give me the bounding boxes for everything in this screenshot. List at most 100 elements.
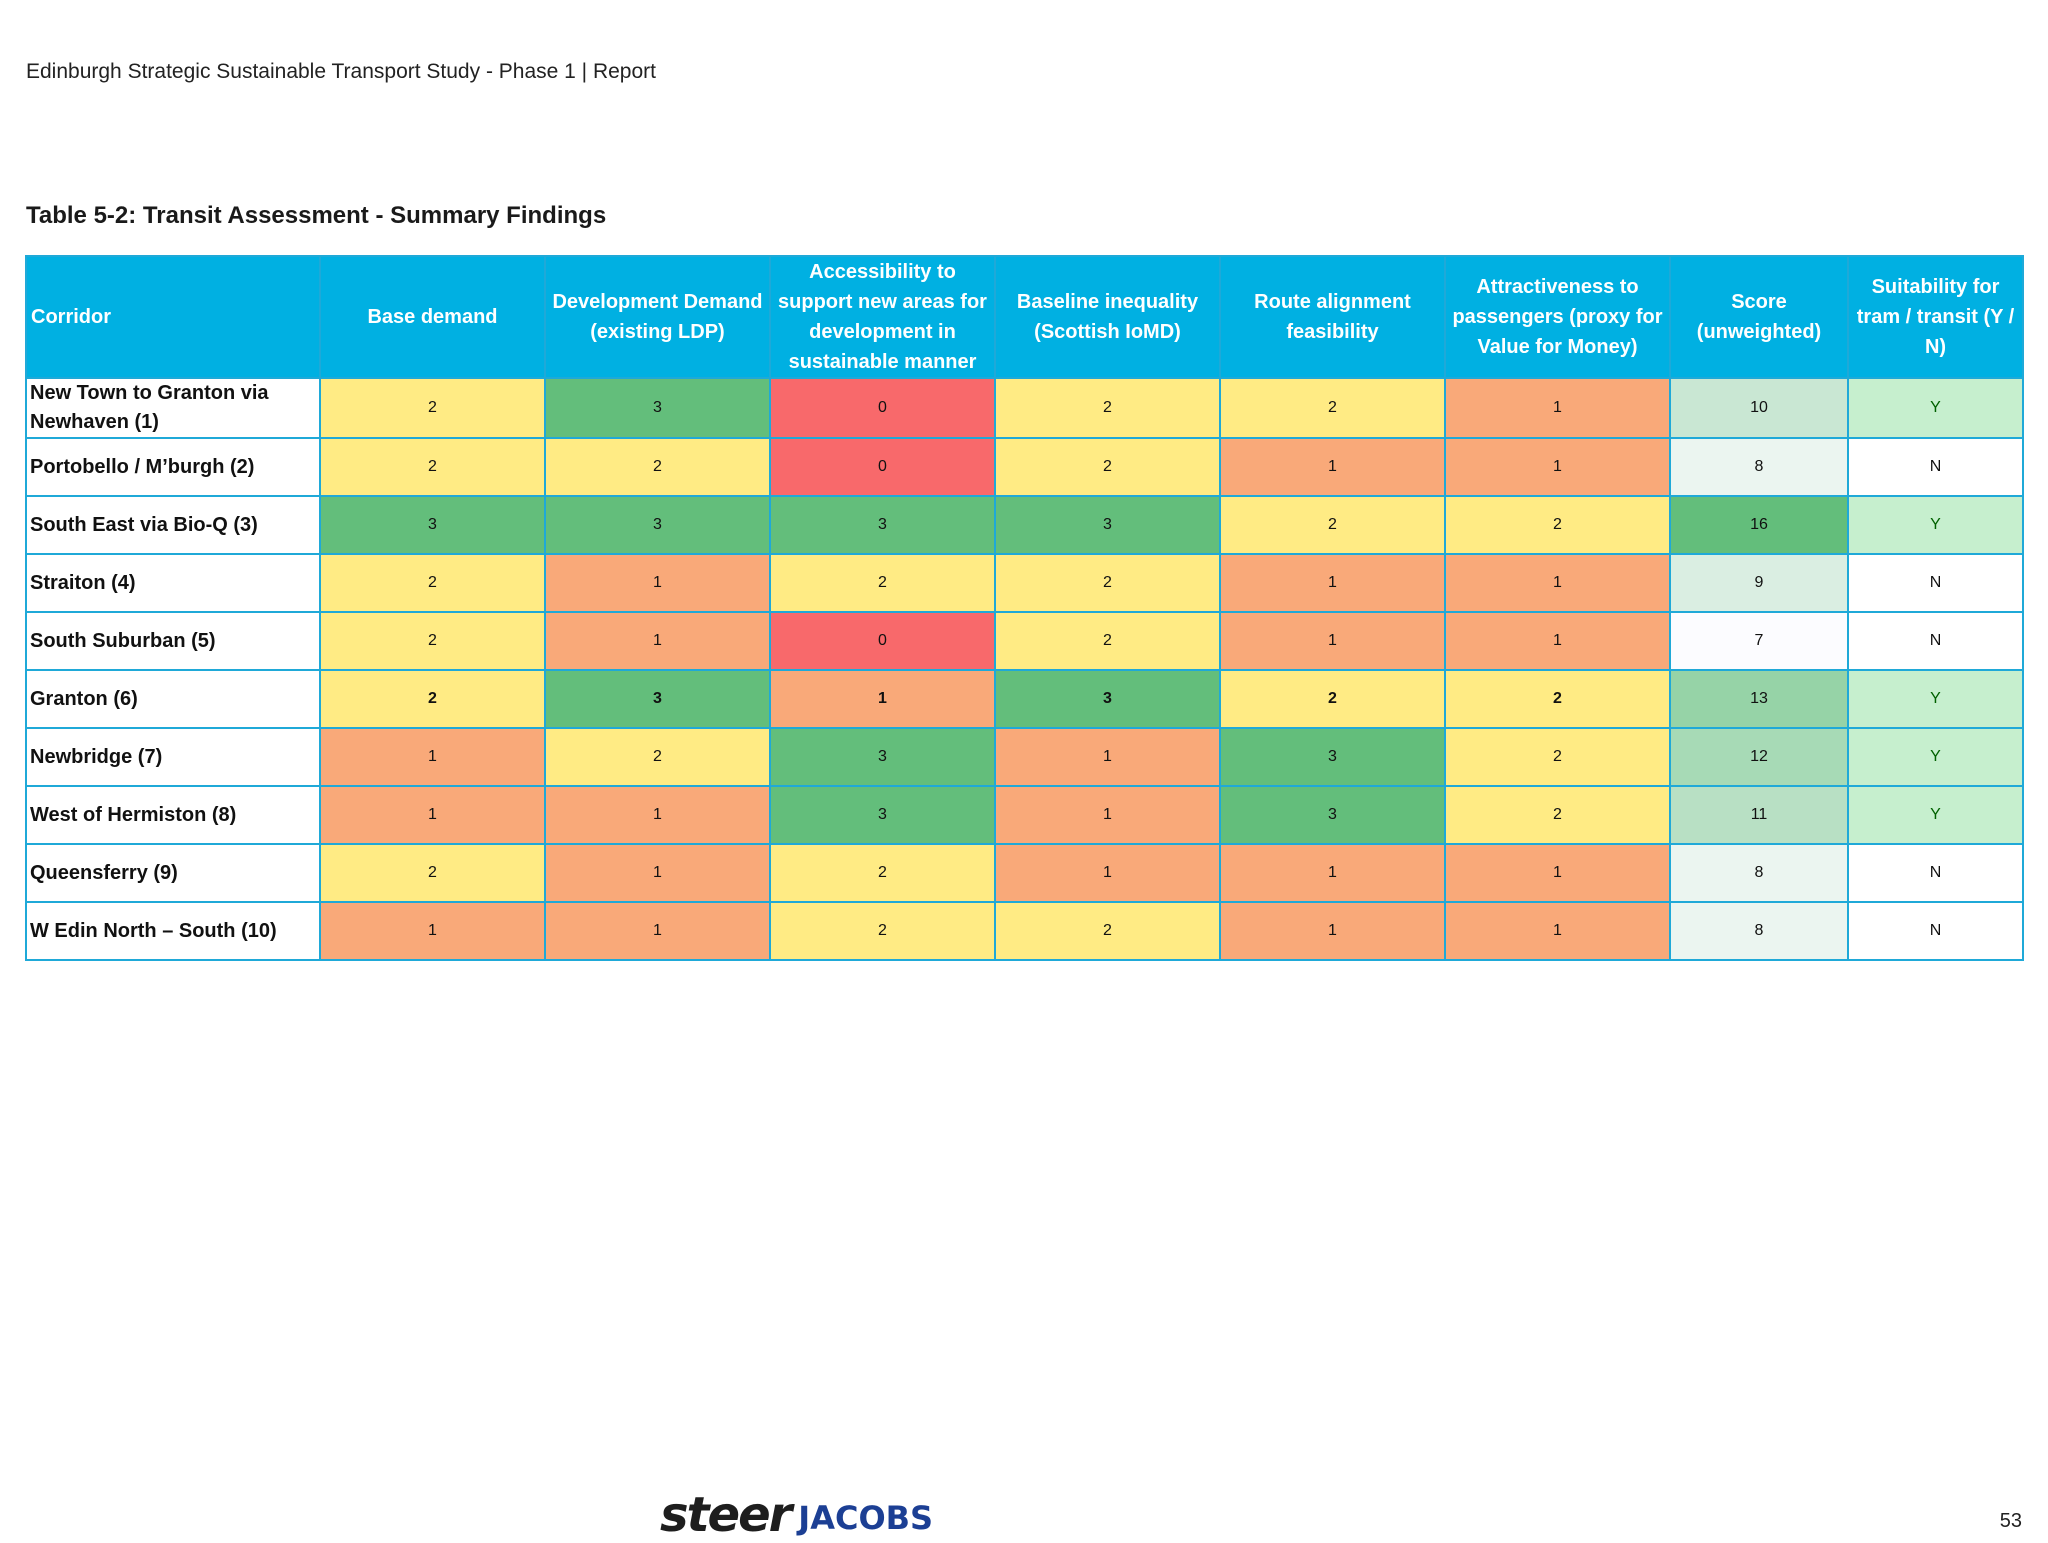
corridor-cell: South East via Bio-Q (3) xyxy=(25,495,321,555)
suitability-cell: Y xyxy=(1847,377,2024,439)
table-row: Granton (6) 2 3 1 3 2 2 13 Y xyxy=(25,669,2024,729)
rating-cell: 3 xyxy=(544,377,771,439)
rating-cell: 1 xyxy=(544,611,771,671)
rating-cell: 2 xyxy=(319,669,546,729)
rating-cell: 3 xyxy=(319,495,546,555)
table-row: Portobello / M’burgh (2) 2 2 0 2 1 1 8 N xyxy=(25,437,2024,497)
summary-table: Corridor Base demand Development Demand … xyxy=(25,255,2024,961)
rating-cell: 2 xyxy=(544,437,771,497)
table-row: Queensferry (9) 2 1 2 1 1 1 8 N xyxy=(25,843,2024,903)
rating-cell: 2 xyxy=(769,843,996,903)
rating-cell: 3 xyxy=(544,495,771,555)
rating-cell: 2 xyxy=(319,377,546,439)
rating-cell: 2 xyxy=(1444,785,1671,845)
rating-cell: 2 xyxy=(1444,495,1671,555)
suitability-cell: N xyxy=(1847,553,2024,613)
steer-logo-text: steer xyxy=(660,1487,792,1543)
rating-cell: 2 xyxy=(994,377,1221,439)
rating-cell: 3 xyxy=(994,669,1221,729)
table-header-row: Corridor Base demand Development Demand … xyxy=(25,255,2024,379)
rating-cell: 1 xyxy=(319,727,546,787)
rating-cell: 2 xyxy=(1444,669,1671,729)
table-row: South East via Bio-Q (3) 3 3 3 3 2 2 16 Y xyxy=(25,495,2024,555)
column-header-baseline-inequality: Baseline inequality (Scottish IoMD) xyxy=(994,255,1221,379)
rating-cell: 2 xyxy=(994,437,1221,497)
rating-cell: 1 xyxy=(544,553,771,613)
rating-cell: 3 xyxy=(1219,785,1446,845)
column-header-base-demand: Base demand xyxy=(319,255,546,379)
suitability-cell: Y xyxy=(1847,669,2024,729)
corridor-cell: Granton (6) xyxy=(25,669,321,729)
rating-cell: 0 xyxy=(769,611,996,671)
rating-cell: 1 xyxy=(544,901,771,961)
rating-cell: 2 xyxy=(319,611,546,671)
column-header-suitability: Suitability for tram / transit (Y / N) xyxy=(1847,255,2024,379)
rating-cell: 1 xyxy=(1219,843,1446,903)
column-header-score: Score (unweighted) xyxy=(1669,255,1849,379)
rating-cell: 1 xyxy=(319,785,546,845)
corridor-cell: South Suburban (5) xyxy=(25,611,321,671)
rating-cell: 2 xyxy=(319,843,546,903)
corridor-cell: Straiton (4) xyxy=(25,553,321,613)
rating-cell: 2 xyxy=(1444,727,1671,787)
suitability-cell: N xyxy=(1847,843,2024,903)
rating-cell: 1 xyxy=(994,785,1221,845)
column-header-attractiveness: Attractiveness to passengers (proxy for … xyxy=(1444,255,1671,379)
rating-cell: 2 xyxy=(994,553,1221,613)
score-cell: 16 xyxy=(1669,495,1849,555)
rating-cell: 2 xyxy=(1219,669,1446,729)
rating-cell: 1 xyxy=(1444,901,1671,961)
running-header: Edinburgh Strategic Sustainable Transpor… xyxy=(26,60,656,83)
score-cell: 11 xyxy=(1669,785,1849,845)
corridor-cell: New Town to Granton via Newhaven (1) xyxy=(25,377,321,439)
score-cell: 7 xyxy=(1669,611,1849,671)
rating-cell: 1 xyxy=(319,901,546,961)
suitability-cell: Y xyxy=(1847,495,2024,555)
rating-cell: 1 xyxy=(544,843,771,903)
table-row: Straiton (4) 2 1 2 2 1 1 9 N xyxy=(25,553,2024,613)
jacobs-logo-text: JACOBS xyxy=(798,1499,934,1537)
suitability-cell: N xyxy=(1847,611,2024,671)
score-cell: 8 xyxy=(1669,901,1849,961)
rating-cell: 1 xyxy=(1219,611,1446,671)
rating-cell: 1 xyxy=(1444,553,1671,613)
corridor-cell: W Edin North – South (10) xyxy=(25,901,321,961)
rating-cell: 2 xyxy=(769,553,996,613)
suitability-cell: N xyxy=(1847,437,2024,497)
rating-cell: 2 xyxy=(1219,495,1446,555)
table-row: New Town to Granton via Newhaven (1) 2 3 0 2… xyxy=(25,377,2024,439)
rating-cell: 2 xyxy=(319,437,546,497)
rating-cell: 1 xyxy=(1444,377,1671,439)
rating-cell: 1 xyxy=(1444,611,1671,671)
rating-cell: 1 xyxy=(1444,843,1671,903)
score-cell: 10 xyxy=(1669,377,1849,439)
corridor-cell: Queensferry (9) xyxy=(25,843,321,903)
suitability-cell: N xyxy=(1847,901,2024,961)
corridor-cell: Portobello / M’burgh (2) xyxy=(25,437,321,497)
column-header-development-demand: Development Demand (existing LDP) xyxy=(544,255,771,379)
suitability-cell: Y xyxy=(1847,727,2024,787)
rating-cell: 1 xyxy=(1444,437,1671,497)
rating-cell: 2 xyxy=(1219,377,1446,439)
page-number: 53 xyxy=(1999,1510,2022,1532)
suitability-cell: Y xyxy=(1847,785,2024,845)
table-row: South Suburban (5) 2 1 0 2 1 1 7 N xyxy=(25,611,2024,671)
rating-cell: 1 xyxy=(544,785,771,845)
column-header-route-alignment: Route alignment feasibility xyxy=(1219,255,1446,379)
table-row: Newbridge (7) 1 2 3 1 3 2 12 Y xyxy=(25,727,2024,787)
column-header-corridor: Corridor xyxy=(25,255,321,379)
rating-cell: 2 xyxy=(319,553,546,613)
rating-cell: 3 xyxy=(769,785,996,845)
score-cell: 9 xyxy=(1669,553,1849,613)
rating-cell: 2 xyxy=(994,901,1221,961)
rating-cell: 1 xyxy=(1219,553,1446,613)
rating-cell: 3 xyxy=(769,495,996,555)
table-caption: Table 5-2: Transit Assessment - Summary … xyxy=(26,202,607,229)
score-cell: 8 xyxy=(1669,843,1849,903)
rating-cell: 1 xyxy=(769,669,996,729)
score-cell: 8 xyxy=(1669,437,1849,497)
rating-cell: 3 xyxy=(994,495,1221,555)
column-header-accessibility: Accessibility to support new areas for d… xyxy=(769,255,996,379)
rating-cell: 2 xyxy=(544,727,771,787)
rating-cell: 1 xyxy=(1219,437,1446,497)
